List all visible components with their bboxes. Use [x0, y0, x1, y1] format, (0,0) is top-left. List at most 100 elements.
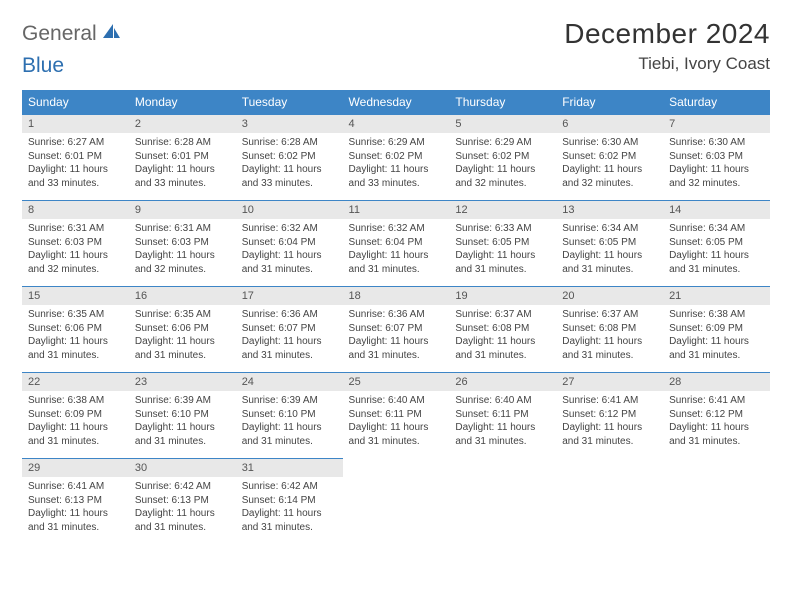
calendar-day-cell: 6Sunrise: 6:30 AMSunset: 6:02 PMDaylight…	[556, 115, 663, 201]
calendar-day-cell: 31Sunrise: 6:42 AMSunset: 6:14 PMDayligh…	[236, 459, 343, 545]
sunrise-line: Sunrise: 6:28 AM	[135, 136, 230, 150]
calendar-day-cell: 28Sunrise: 6:41 AMSunset: 6:12 PMDayligh…	[663, 373, 770, 459]
daylight-line: Daylight: 11 hours and 31 minutes.	[562, 249, 657, 276]
calendar-day-cell: 12Sunrise: 6:33 AMSunset: 6:05 PMDayligh…	[449, 201, 556, 287]
daylight-line: Daylight: 11 hours and 31 minutes.	[135, 421, 230, 448]
calendar-day-cell	[663, 459, 770, 545]
calendar-day-cell: 15Sunrise: 6:35 AMSunset: 6:06 PMDayligh…	[22, 287, 129, 373]
sunrise-line: Sunrise: 6:36 AM	[349, 308, 444, 322]
day-number: 12	[449, 201, 556, 219]
sunrise-line: Sunrise: 6:40 AM	[455, 394, 550, 408]
day-details: Sunrise: 6:34 AMSunset: 6:05 PMDaylight:…	[556, 219, 663, 280]
daylight-line: Daylight: 11 hours and 31 minutes.	[455, 421, 550, 448]
daylight-line: Daylight: 11 hours and 31 minutes.	[562, 335, 657, 362]
location-label: Tiebi, Ivory Coast	[564, 54, 770, 74]
weekday-header: Sunday	[22, 90, 129, 115]
logo-word2: Blue	[22, 54, 64, 78]
sunset-line: Sunset: 6:06 PM	[135, 322, 230, 336]
daylight-line: Daylight: 11 hours and 31 minutes.	[242, 421, 337, 448]
day-details: Sunrise: 6:27 AMSunset: 6:01 PMDaylight:…	[22, 133, 129, 194]
sunset-line: Sunset: 6:05 PM	[562, 236, 657, 250]
daylight-line: Daylight: 11 hours and 31 minutes.	[28, 335, 123, 362]
sunrise-line: Sunrise: 6:38 AM	[28, 394, 123, 408]
day-number: 25	[343, 373, 450, 391]
day-number: 22	[22, 373, 129, 391]
day-details: Sunrise: 6:41 AMSunset: 6:12 PMDaylight:…	[663, 391, 770, 452]
calendar-day-cell	[343, 459, 450, 545]
daylight-line: Daylight: 11 hours and 33 minutes.	[349, 163, 444, 190]
logo: General	[22, 22, 123, 46]
day-details: Sunrise: 6:34 AMSunset: 6:05 PMDaylight:…	[663, 219, 770, 280]
day-number: 3	[236, 115, 343, 133]
calendar-day-cell: 7Sunrise: 6:30 AMSunset: 6:03 PMDaylight…	[663, 115, 770, 201]
calendar-day-cell: 2 Sunrise: 6:28 AMSunset: 6:01 PMDaylight…	[129, 115, 236, 201]
sunrise-line: Sunrise: 6:27 AM	[28, 136, 123, 150]
sunrise-line: Sunrise: 6:41 AM	[28, 480, 123, 494]
day-details: Sunrise: 6:31 AMSunset: 6:03 PMDaylight:…	[22, 219, 129, 280]
sunset-line: Sunset: 6:03 PM	[135, 236, 230, 250]
daylight-line: Daylight: 11 hours and 31 minutes.	[455, 335, 550, 362]
calendar-week-row: 29Sunrise: 6:41 AMSunset: 6:13 PMDayligh…	[22, 459, 770, 545]
sunset-line: Sunset: 6:07 PM	[349, 322, 444, 336]
calendar-day-cell: 13Sunrise: 6:34 AMSunset: 6:05 PMDayligh…	[556, 201, 663, 287]
calendar-day-cell: 19Sunrise: 6:37 AMSunset: 6:08 PMDayligh…	[449, 287, 556, 373]
calendar-table: SundayMondayTuesdayWednesdayThursdayFrid…	[22, 90, 770, 545]
weekday-header: Wednesday	[343, 90, 450, 115]
day-details: Sunrise: 6:39 AMSunset: 6:10 PMDaylight:…	[236, 391, 343, 452]
daylight-line: Daylight: 11 hours and 32 minutes.	[669, 163, 764, 190]
day-number: 31	[236, 459, 343, 477]
daylight-line: Daylight: 11 hours and 31 minutes.	[135, 507, 230, 534]
day-details: Sunrise: 6:41 AMSunset: 6:12 PMDaylight:…	[556, 391, 663, 452]
daylight-line: Daylight: 11 hours and 33 minutes.	[135, 163, 230, 190]
sunrise-line: Sunrise: 6:30 AM	[562, 136, 657, 150]
sunset-line: Sunset: 6:01 PM	[28, 150, 123, 164]
sunset-line: Sunset: 6:02 PM	[349, 150, 444, 164]
calendar-day-cell: 10Sunrise: 6:32 AMSunset: 6:04 PMDayligh…	[236, 201, 343, 287]
sunrise-line: Sunrise: 6:39 AM	[135, 394, 230, 408]
day-number: 24	[236, 373, 343, 391]
day-number: 2	[129, 115, 236, 133]
calendar-week-row: 8Sunrise: 6:31 AMSunset: 6:03 PMDaylight…	[22, 201, 770, 287]
sunset-line: Sunset: 6:01 PM	[135, 150, 230, 164]
calendar-day-cell: 16Sunrise: 6:35 AMSunset: 6:06 PMDayligh…	[129, 287, 236, 373]
calendar-week-row: 22Sunrise: 6:38 AMSunset: 6:09 PMDayligh…	[22, 373, 770, 459]
day-details: Sunrise: 6:36 AMSunset: 6:07 PMDaylight:…	[236, 305, 343, 366]
calendar-day-cell	[556, 459, 663, 545]
sunrise-line: Sunrise: 6:32 AM	[349, 222, 444, 236]
day-number: 5	[449, 115, 556, 133]
day-number: 10	[236, 201, 343, 219]
daylight-line: Daylight: 11 hours and 31 minutes.	[669, 335, 764, 362]
day-number: 19	[449, 287, 556, 305]
calendar-day-cell: 3Sunrise: 6:28 AMSunset: 6:02 PMDaylight…	[236, 115, 343, 201]
sunrise-line: Sunrise: 6:41 AM	[669, 394, 764, 408]
sunset-line: Sunset: 6:03 PM	[28, 236, 123, 250]
sunrise-line: Sunrise: 6:29 AM	[349, 136, 444, 150]
sunset-line: Sunset: 6:13 PM	[28, 494, 123, 508]
daylight-line: Daylight: 11 hours and 31 minutes.	[349, 421, 444, 448]
sunset-line: Sunset: 6:05 PM	[455, 236, 550, 250]
day-details: Sunrise: 6:40 AMSunset: 6:11 PMDaylight:…	[449, 391, 556, 452]
sunset-line: Sunset: 6:08 PM	[455, 322, 550, 336]
daylight-line: Daylight: 11 hours and 31 minutes.	[28, 421, 123, 448]
weekday-header: Monday	[129, 90, 236, 115]
sunset-line: Sunset: 6:06 PM	[28, 322, 123, 336]
day-details: Sunrise: 6:42 AMSunset: 6:13 PMDaylight:…	[129, 477, 236, 538]
title-block: December 2024 Tiebi, Ivory Coast	[564, 18, 770, 74]
sunrise-line: Sunrise: 6:35 AM	[135, 308, 230, 322]
sunrise-line: Sunrise: 6:34 AM	[562, 222, 657, 236]
sunset-line: Sunset: 6:12 PM	[669, 408, 764, 422]
daylight-line: Daylight: 11 hours and 31 minutes.	[562, 421, 657, 448]
sunset-line: Sunset: 6:12 PM	[562, 408, 657, 422]
day-details: Sunrise: 6:42 AMSunset: 6:14 PMDaylight:…	[236, 477, 343, 538]
day-number: 1	[22, 115, 129, 133]
day-number: 16	[129, 287, 236, 305]
sunrise-line: Sunrise: 6:40 AM	[349, 394, 444, 408]
day-details: Sunrise: 6:40 AMSunset: 6:11 PMDaylight:…	[343, 391, 450, 452]
calendar-day-cell: 11Sunrise: 6:32 AMSunset: 6:04 PMDayligh…	[343, 201, 450, 287]
sunrise-line: Sunrise: 6:31 AM	[135, 222, 230, 236]
day-number: 15	[22, 287, 129, 305]
sunrise-line: Sunrise: 6:30 AM	[669, 136, 764, 150]
weekday-header: Tuesday	[236, 90, 343, 115]
calendar-week-row: 15Sunrise: 6:35 AMSunset: 6:06 PMDayligh…	[22, 287, 770, 373]
sail-icon	[101, 22, 121, 46]
